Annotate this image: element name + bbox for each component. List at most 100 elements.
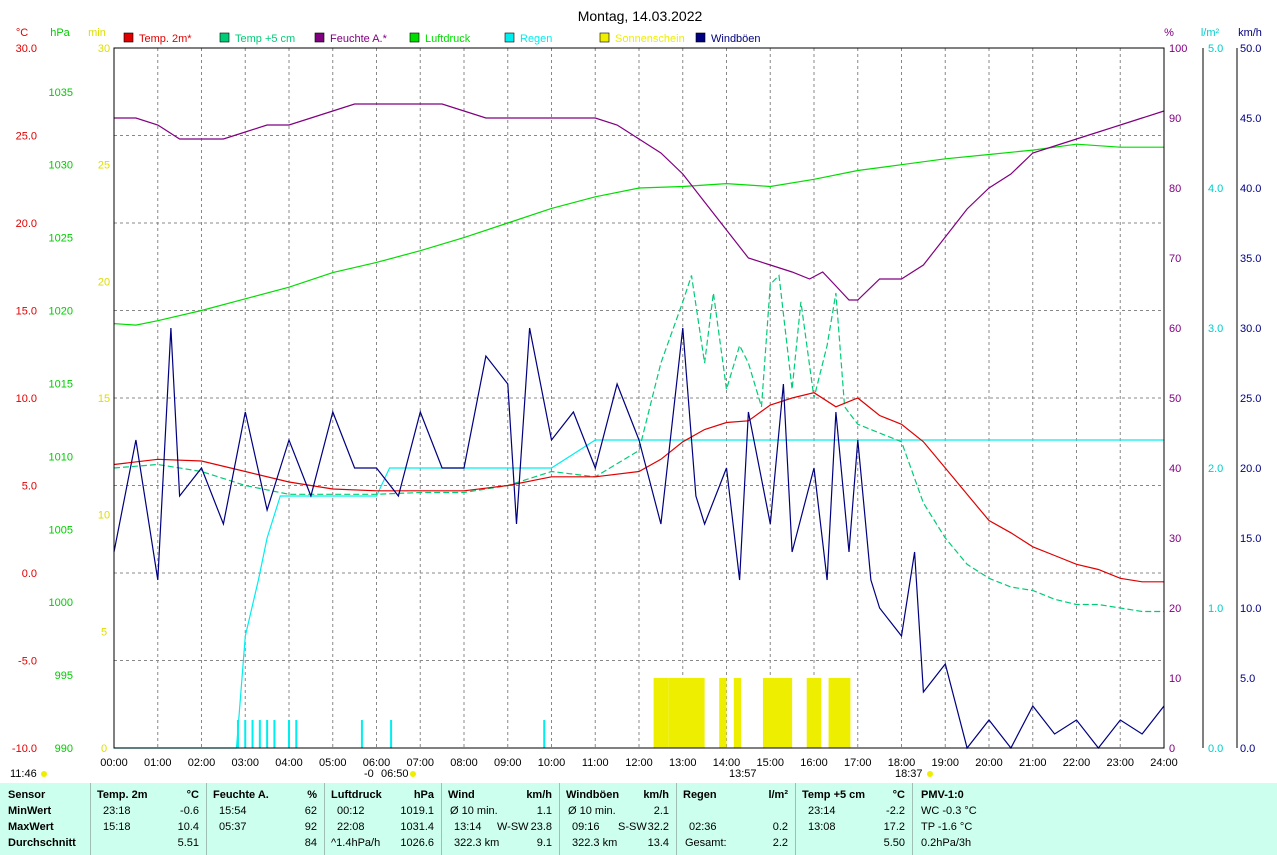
sun-tick-label: 5 — [101, 626, 107, 638]
legend-swatch — [409, 32, 420, 43]
plot-frame — [113, 47, 1165, 749]
time-markers: 11:46 -0 06:50 13:57 18:37 — [10, 768, 933, 780]
wind-distance: 322.3 km — [454, 837, 500, 849]
x-tick-label: 17:00 — [844, 757, 872, 769]
pressure-tick-label: 1035 — [49, 87, 73, 99]
pressure-max-time: 22:08 — [337, 821, 365, 833]
sun-tick-label: 10 — [98, 510, 110, 522]
wind-mean: 9.1 — [536, 837, 552, 849]
sunshine-bar — [653, 678, 669, 748]
series-lines — [113, 103, 1165, 750]
rain-tick-label: 1.0 — [1208, 603, 1223, 615]
temp5cm-head: Temp +5 cm — [802, 789, 866, 801]
pressure-tick-label: 1010 — [49, 451, 73, 463]
temp2m-min-time: 23:18 — [103, 805, 131, 817]
rain-tick-label: 0.0 — [1208, 743, 1223, 755]
pressure-tick-label: 1030 — [49, 160, 73, 172]
x-tick-label: 24:00 — [1150, 757, 1178, 769]
max-label: MaxWert — [8, 821, 54, 833]
wind-tick-label: 45.0 — [1240, 113, 1261, 125]
gust-avg-label: Ø 10 min. — [568, 805, 616, 817]
temp-unit-label: °C — [16, 27, 28, 39]
pressure-tick-label: 995 — [55, 670, 73, 682]
wind-tick-label: 0.0 — [1240, 743, 1255, 755]
legend-label: Regen — [520, 33, 552, 45]
temp-tick-label: 5.0 — [22, 481, 37, 493]
legend-label: Temp +5 cm — [235, 33, 295, 45]
left-extra-marker: -0 — [364, 768, 374, 780]
temp5cm-min: -2.2 — [886, 805, 905, 817]
stats-humidity-column: Feuchte A.% 15:54 62 05:37 92 84 — [206, 783, 325, 855]
pmv-dewpoint: TP -1.6 °C — [921, 821, 973, 833]
wind-unit-label: km/h — [1238, 27, 1262, 39]
pressure-max: 1031.4 — [400, 821, 434, 833]
temp-tick-label: 25.0 — [16, 131, 37, 143]
wind-tick-label: 30.0 — [1240, 323, 1261, 335]
sunset-dot — [927, 771, 933, 777]
stats-rain-column: Regen l/m² 02:36 0.2 Gesamt: 2.2 — [676, 783, 796, 855]
humidity-min: 62 — [304, 805, 317, 817]
stats-table: Sensor MinWert MaxWert Durchschnitt Temp… — [0, 783, 1277, 855]
sunshine-bar — [668, 678, 705, 748]
x-tick-label: 14:00 — [713, 757, 741, 769]
pressure-min-time: 00:12 — [337, 805, 365, 817]
humidity-tick-label: 80 — [1169, 183, 1181, 195]
humidity-tick-label: 40 — [1169, 463, 1181, 475]
weather-chart: Montag, 14.03.2022 Temp. 2m* Temp +5 cm Fe… — [10, 8, 1262, 780]
sunshine-bar — [733, 678, 742, 748]
series-line-temp-5-cm — [113, 274, 1164, 613]
legend: Temp. 2m* Temp +5 cm Feuchte A.* Luftdruck R… — [123, 32, 761, 45]
plot-grid — [114, 48, 1164, 748]
rain-tick-label: 2.0 — [1208, 463, 1223, 475]
legend-label: Temp. 2m* — [139, 33, 192, 45]
sunshine-bar — [828, 678, 851, 748]
wind-tick-label: 10.0 — [1240, 603, 1261, 615]
sunshine-bar — [719, 678, 727, 748]
humidity-max-time: 05:37 — [219, 821, 247, 833]
legend-label: Sonnenschein — [615, 33, 685, 45]
x-tick-label: 20:00 — [975, 757, 1003, 769]
stats-labels-column: Sensor MinWert MaxWert Durchschnitt — [0, 783, 90, 855]
wind-max: 23.8 — [530, 821, 552, 833]
x-tick-label: 05:00 — [319, 757, 347, 769]
humidity-tick-label: 10 — [1169, 673, 1181, 685]
temp5cm-max-time: 13:08 — [808, 821, 836, 833]
temp2m-min: -0.6 — [180, 805, 199, 817]
temp-tick-label: 20.0 — [16, 218, 37, 230]
wind-head: Wind — [448, 789, 475, 801]
sun-tick-label: 20 — [98, 276, 110, 288]
rain-unit-label: l/m² — [1201, 27, 1220, 39]
rain-max: 0.2 — [772, 821, 788, 833]
x-tick-label: 21:00 — [1019, 757, 1047, 769]
pressure-tick-label: 1000 — [49, 597, 73, 609]
wind-tick-label: 25.0 — [1240, 393, 1261, 405]
humidity-tick-label: 90 — [1169, 113, 1181, 125]
legend-swatch — [599, 32, 610, 43]
temp2m-max: 10.4 — [177, 821, 199, 833]
sun-tick-label: 30 — [98, 43, 110, 55]
series-line-temp-2m — [113, 392, 1164, 583]
x-tick-label: 03:00 — [231, 757, 259, 769]
pressure-avg: 1026.6 — [400, 837, 434, 849]
wind-tick-label: 15.0 — [1240, 533, 1261, 545]
left-sun-dot — [41, 771, 47, 777]
wind-max-dir: W-SW — [497, 821, 529, 833]
legend-swatch — [695, 32, 706, 43]
pmv-head: PMV-1:0 — [921, 789, 964, 801]
sun-tick-label: 15 — [98, 393, 110, 405]
gust-mean: 13.4 — [647, 837, 669, 849]
stats-pmv-column: PMV-1:0 WC -0.3 °C TP -1.6 °C 0.2hPa/3h — [912, 783, 1033, 855]
pressure-tick-label: 1020 — [49, 306, 73, 318]
wind-unit: km/h — [526, 789, 552, 801]
noon-marker: 13:57 — [729, 768, 757, 780]
legend-swatch — [123, 32, 134, 43]
wind-tick-label: 20.0 — [1240, 463, 1261, 475]
x-tick-label: 08:00 — [450, 757, 478, 769]
pressure-tick-label: 1025 — [49, 233, 73, 245]
pressure-unit-label: hPa — [50, 27, 70, 39]
wind-tick-label: 35.0 — [1240, 253, 1261, 265]
x-tick-label: 15:00 — [756, 757, 784, 769]
stats-temp2m-column: Temp. 2m °C 23:18 -0.6 15:18 10.4 5.51 — [90, 783, 207, 855]
series-line-windb-en — [113, 327, 1165, 750]
temp-tick-label: 15.0 — [16, 306, 37, 318]
